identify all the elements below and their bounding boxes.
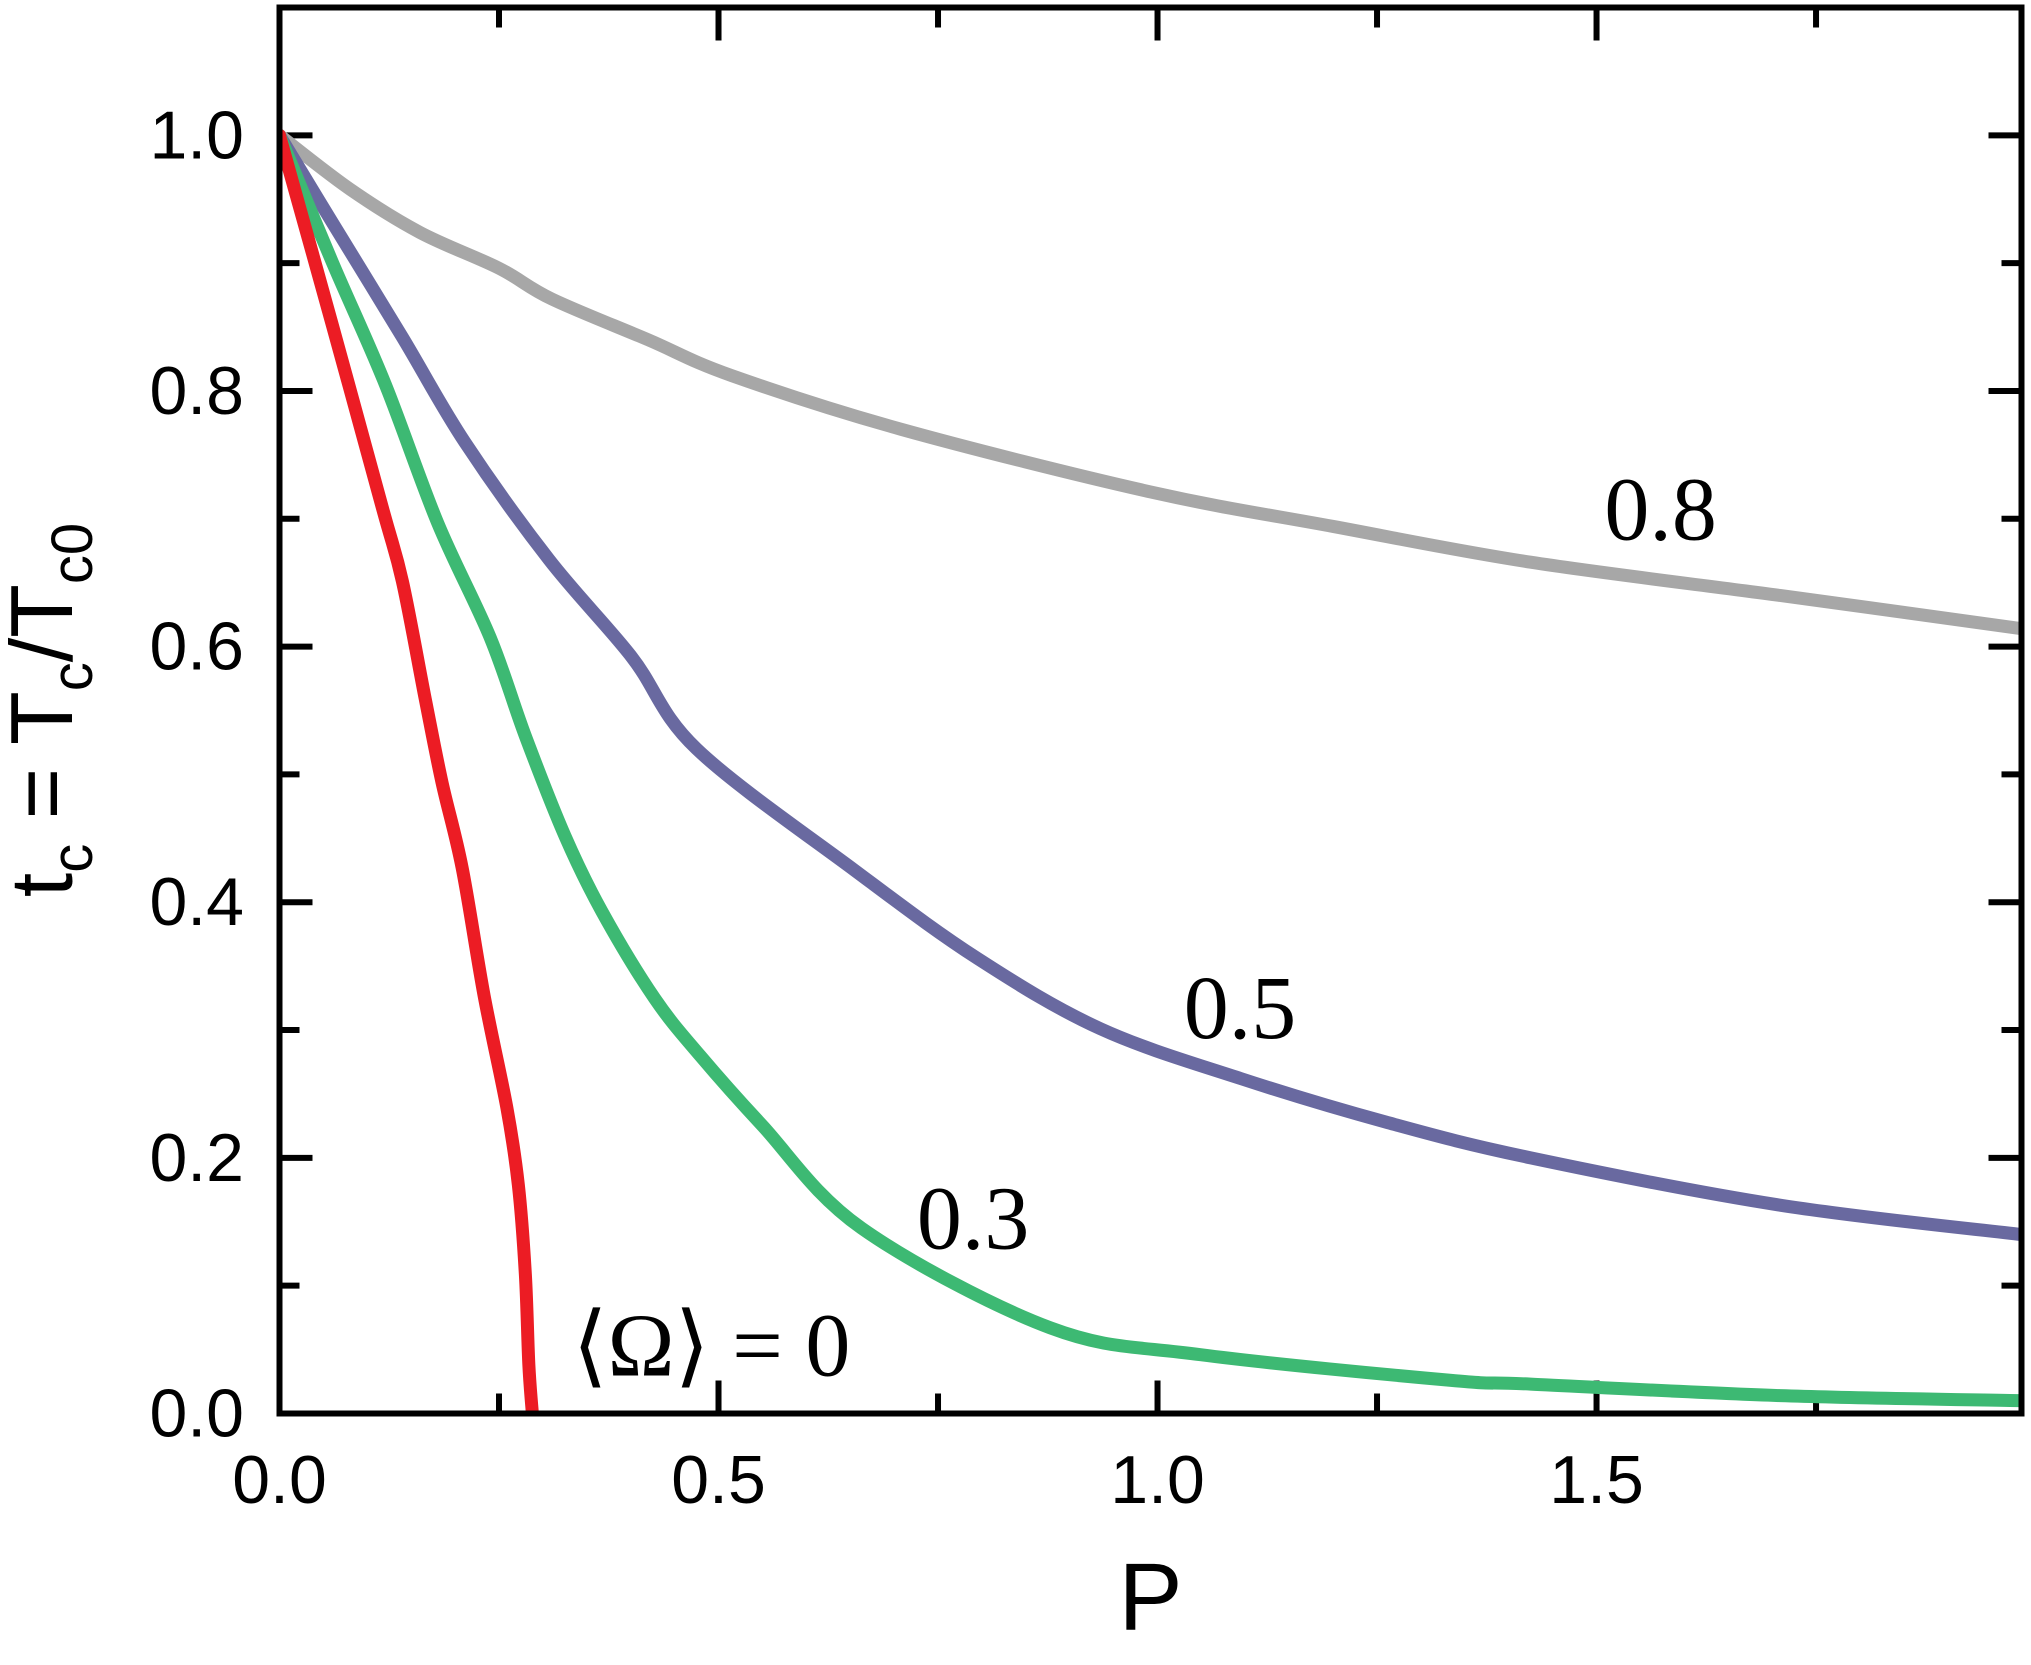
plot-border bbox=[276, 4, 2025, 1417]
y-axis-title: tc = Tc/Tc0 bbox=[0, 523, 105, 897]
curve-labels: 0.8 0.5 0.3 ⟨Ω⟩ = 0 bbox=[573, 460, 1717, 1395]
y-tick-label-0.0: 0.0 bbox=[149, 1376, 244, 1452]
y-tick-label-1.0: 1.0 bbox=[149, 97, 244, 173]
tick-labels: 0.0 0.5 1.0 1.5 0.0 0.2 0.4 0.6 0.8 1.0 bbox=[149, 97, 1643, 1518]
y-tick-label-0.4: 0.4 bbox=[149, 864, 244, 940]
axis-ticks bbox=[279, 7, 2022, 1414]
plot-area: 0.0 0.5 1.0 1.5 0.0 0.2 0.4 0.6 0.8 1.0 0.8 0.5 0.3… bbox=[0, 4, 2025, 1651]
x-tick-label-0.5: 0.5 bbox=[671, 1442, 766, 1518]
x-tick-label-0.0: 0.0 bbox=[232, 1442, 327, 1518]
y-tick-label-0.8: 0.8 bbox=[149, 353, 244, 429]
y-tick-label-0.2: 0.2 bbox=[149, 1120, 244, 1196]
curve-omega-0 bbox=[279, 128, 539, 1414]
curve-label-omega-0.5: 0.5 bbox=[1184, 959, 1297, 1058]
curve-label-omega-0: ⟨Ω⟩ = 0 bbox=[573, 1296, 851, 1395]
curve-omega-0.5 bbox=[279, 128, 2022, 1242]
curve-omega-0.3 bbox=[279, 128, 2022, 1408]
y-tick-label-0.6: 0.6 bbox=[149, 609, 244, 685]
x-tick-label-1.0: 1.0 bbox=[1110, 1442, 1205, 1518]
curve-label-omega-0.8: 0.8 bbox=[1604, 460, 1717, 559]
curve-omega-0.8 bbox=[279, 128, 2022, 636]
x-axis-title: P bbox=[1118, 1544, 1182, 1651]
axis-titles: Ptc = Tc/Tc0 bbox=[0, 523, 1183, 1651]
curve-label-omega-0.3: 0.3 bbox=[917, 1170, 1030, 1269]
curves bbox=[279, 128, 2022, 1414]
x-tick-label-1.5: 1.5 bbox=[1549, 1442, 1644, 1518]
